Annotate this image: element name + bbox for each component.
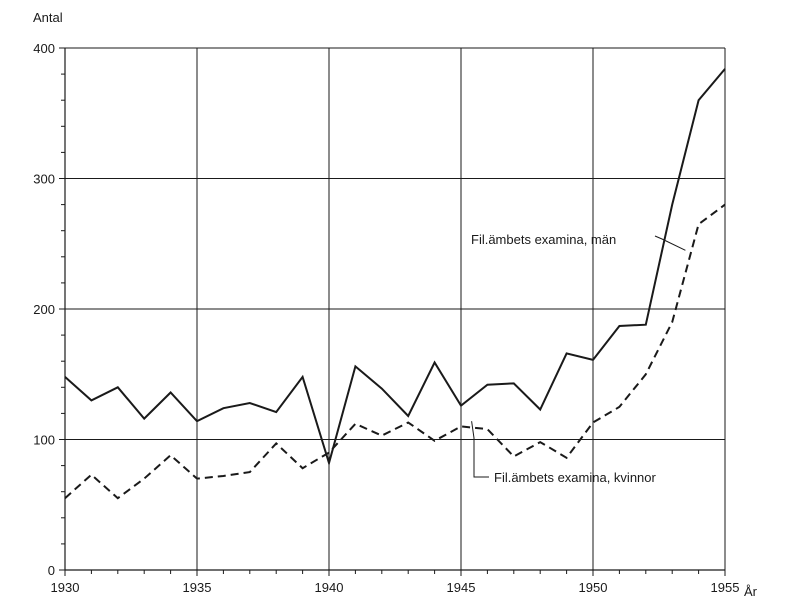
grid-lines [65,47,726,570]
tick-labels: 1930 1935 1940 1945 1950 1955 0 100 200 300 400 [33,41,739,595]
y-tick-label-200: 200 [33,302,55,317]
series-line-man [64,68,726,467]
annotation-leader-kvinnor [471,421,489,478]
x-tick-label-1955: 1955 [711,580,740,595]
x-tick-label-1940: 1940 [315,580,344,595]
y-axis-title: Antal [33,10,63,25]
series-lines [64,68,726,500]
annotations: Fil.ämbets examina, män Fil.ämbets examin… [471,232,686,485]
annotation-leader-man [654,235,686,251]
x-tick-label-1945: 1945 [447,580,476,595]
x-tick-label-1950: 1950 [579,580,608,595]
y-tick-label-300: 300 [33,172,55,187]
y-tick-label-0: 0 [48,563,55,578]
tick-marks [59,47,726,576]
x-tick-label-1930: 1930 [51,580,80,595]
y-tick-label-100: 100 [33,433,55,448]
y-tick-label-400: 400 [33,41,55,56]
annotation-label-kvinnor: Fil.ämbets examina, kvinnor [494,470,657,485]
x-tick-label-1935: 1935 [183,580,212,595]
x-axis-unit-label: År [744,584,758,599]
annotation-label-man: Fil.ämbets examina, män [471,232,616,247]
series-line-kvinnor [64,203,726,500]
